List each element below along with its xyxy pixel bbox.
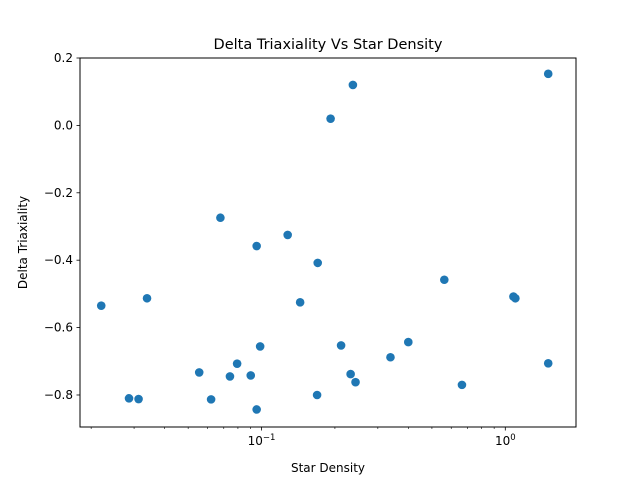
data-point-13 xyxy=(283,230,292,240)
data-point-28 xyxy=(543,69,553,79)
data-point-17 xyxy=(326,114,335,123)
data-point-0 xyxy=(96,301,106,310)
data-point-27 xyxy=(511,293,520,303)
y-tick-label-0: 0.2 xyxy=(54,51,73,65)
y-tick-label-5: −0.8 xyxy=(44,388,73,402)
x-axis: 10−1 100 xyxy=(90,427,516,448)
chart-title: Delta Triaxiality Vs Star Density xyxy=(214,37,443,53)
data-point-29 xyxy=(543,359,553,368)
x-axis-label: Star Density xyxy=(291,461,365,475)
data-point-6 xyxy=(216,213,225,223)
data-point-16 xyxy=(313,258,323,268)
data-point-1 xyxy=(124,394,134,403)
data-point-21 xyxy=(351,377,360,387)
data-point-10 xyxy=(252,241,261,251)
y-tick-label-1: 0.0 xyxy=(54,118,73,132)
data-point-22 xyxy=(386,352,395,362)
data-point-25 xyxy=(457,380,467,390)
data-point-24 xyxy=(440,275,449,285)
data-point-14 xyxy=(295,298,305,307)
data-point-8 xyxy=(232,359,242,368)
data-point-3 xyxy=(142,293,152,303)
data-point-18 xyxy=(336,341,346,350)
data-point-2 xyxy=(134,394,143,404)
y-tick-label-2: −0.2 xyxy=(44,186,73,200)
x-tick-label-0: 10−1 xyxy=(248,433,276,448)
data-point-9 xyxy=(246,371,256,380)
data-point-12 xyxy=(255,342,265,351)
y-axis-label: Delta Triaxiality xyxy=(16,196,30,289)
data-point-19 xyxy=(346,369,355,379)
y-tick-label-3: −0.4 xyxy=(44,253,73,267)
data-point-7 xyxy=(225,372,235,381)
data-point-20 xyxy=(348,80,358,90)
data-point-15 xyxy=(312,390,322,400)
axes-frame xyxy=(79,57,577,428)
y-tick-label-4: −0.6 xyxy=(44,321,73,335)
data-point-5 xyxy=(206,395,216,404)
plot-marks xyxy=(96,69,553,414)
data-point-4 xyxy=(194,368,204,377)
y-axis: 0.2 0.0 −0.2 −0.4 −0.6 −0.8 xyxy=(44,51,80,402)
x-tick-label-1: 100 xyxy=(495,433,516,448)
data-point-23 xyxy=(404,337,413,347)
data-point-11 xyxy=(252,405,261,414)
